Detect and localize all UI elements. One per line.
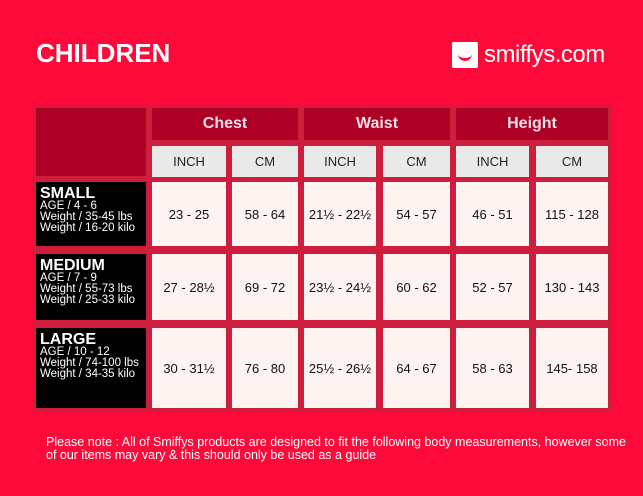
measurement-cell: 58 - 64 [232,182,298,246]
group-header-height: Height [456,108,608,140]
measurement-cell: 21½ - 22½ [304,182,376,246]
size-age: AGE / 4 - 6 [40,200,97,212]
size-size: MEDIUM [40,257,105,274]
measurement-cell: 69 - 72 [232,254,298,320]
measurement-cell: 23 - 25 [152,182,226,246]
unit-header: INCH [304,146,376,177]
size-label-small: SMALL AGE / 4 - 6 Weight / 35-45 lbs Weight… [36,182,146,246]
unit-header: CM [536,146,608,177]
size-chart-table: Chest Waist Height INCH CM INCH CM INCH CM SMALL A… [33,105,611,411]
unit-header: CM [383,146,450,177]
measurement-cell: 27 - 28½ [152,254,226,320]
size-age: AGE / 10 - 12 [40,346,110,358]
size-label-medium: MEDIUM AGE / 7 - 9 Weight / 55-73 lbs Weigh… [36,254,146,320]
group-header-waist: Waist [304,108,450,140]
corner-header [36,108,146,176]
measurement-cell: 58 - 63 [456,328,529,408]
size-size: SMALL [40,185,96,202]
logo-text: smiffys.com [484,41,605,68]
measurement-cell: 60 - 62 [383,254,450,320]
unit-header: INCH [456,146,529,177]
measurement-cell: 54 - 57 [383,182,450,246]
measurement-cell: 64 - 67 [383,328,450,408]
size-weight-kilo: Weight / 34-35 kilo [40,368,136,380]
measurement-cell: 115 - 128 [536,182,608,246]
unit-header: INCH [152,146,226,177]
measurement-cell: 76 - 80 [232,328,298,408]
measurement-cell: 23½ - 24½ [304,254,376,320]
measurement-cell: 30 - 31½ [152,328,226,408]
size-size: LARGE [40,331,96,348]
size-weight-kilo: Weight / 25-33 kilo [40,294,136,306]
smiffys-logo: smiffys.com [452,41,605,69]
measurement-cell: 145- 158 [536,328,608,408]
size-label-large: LARGE AGE / 10 - 12 Weight / 74-100 lbs Wei… [36,328,146,408]
group-header-chest: Chest [152,108,298,140]
measurement-cell: 46 - 51 [456,182,529,246]
page-title: CHILDREN [36,38,171,68]
measurement-cell: 130 - 143 [536,254,608,320]
disclaimer-note: Please note : All of Smiffys products ar… [46,435,626,462]
size-age: AGE / 7 - 9 [40,272,97,284]
size-weight-kilo: Weight / 16-20 kilo [40,222,136,234]
size-weight-lbs: Weight / 35-45 lbs [40,211,133,223]
measurement-cell: 25½ - 26½ [304,328,376,408]
smile-icon [452,42,478,68]
measurement-cell: 52 - 57 [456,254,529,320]
unit-header: CM [232,146,298,177]
size-weight-lbs: Weight / 55-73 lbs [40,283,133,295]
size-weight-lbs: Weight / 74-100 lbs [40,357,139,369]
